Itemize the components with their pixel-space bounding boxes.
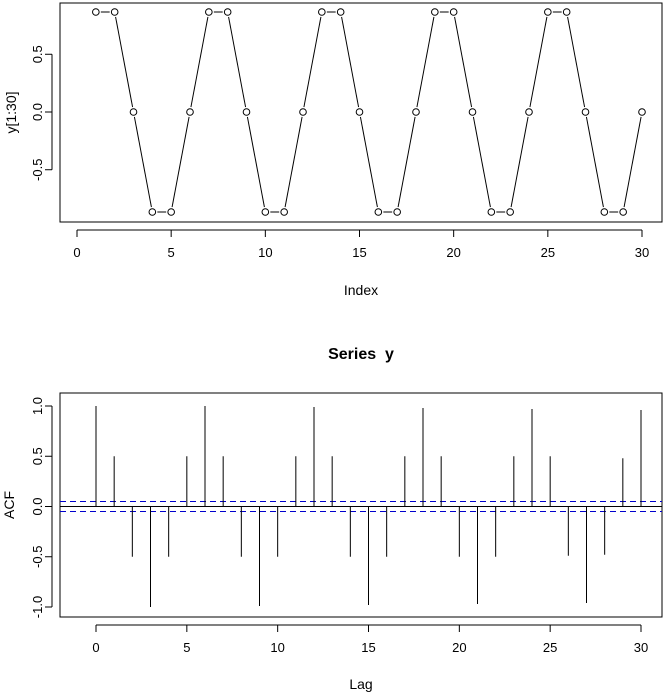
data-point bbox=[261, 208, 270, 216]
x-axis-label-bottom: Lag bbox=[349, 676, 372, 692]
y-axis-top: -0.5 0.0 0.5 bbox=[30, 45, 53, 181]
x-tick-label-bottom: 10 bbox=[270, 640, 284, 655]
x-tick-label-bottom: 0 bbox=[92, 640, 99, 655]
x-tick-label-top: 25 bbox=[541, 245, 555, 260]
x-axis-top: 0 5 10 15 20 25 30 bbox=[73, 229, 649, 260]
data-point bbox=[487, 208, 496, 216]
data-point bbox=[92, 8, 100, 16]
series-segment bbox=[472, 116, 491, 208]
x-tick-label-top: 20 bbox=[446, 245, 460, 260]
acf-spikes bbox=[95, 406, 642, 607]
data-point bbox=[544, 8, 552, 16]
data-point bbox=[336, 8, 345, 16]
data-point bbox=[506, 208, 514, 216]
data-point bbox=[355, 108, 364, 116]
series-segment bbox=[567, 16, 586, 108]
plot-frame-top bbox=[59, 2, 663, 223]
y-axis-bottom: -1.0 -0.5 0.0 0.5 1.0 bbox=[30, 397, 53, 618]
x-tick-label-top: 15 bbox=[352, 245, 366, 260]
series-segment bbox=[171, 116, 190, 208]
series-segment bbox=[303, 16, 322, 108]
x-tick-label-top: 30 bbox=[635, 245, 649, 260]
series-segment bbox=[284, 116, 303, 208]
acf-plot: Series y 0 5 10 15 20 25 30 -1.0-0.50.00.51.0 … bbox=[1, 346, 663, 692]
data-point bbox=[468, 108, 477, 116]
data-point bbox=[581, 108, 590, 116]
series-segment bbox=[341, 16, 360, 108]
data-point bbox=[280, 208, 288, 216]
data-point bbox=[205, 8, 213, 16]
series-segment bbox=[397, 116, 416, 208]
y-axis-label-bottom: ACF bbox=[1, 491, 17, 519]
series-segment bbox=[133, 116, 152, 208]
series-segment bbox=[510, 116, 529, 208]
data-point bbox=[638, 108, 646, 116]
x-tick-label-top: 0 bbox=[73, 245, 80, 260]
x-tick-label-bottom: 15 bbox=[361, 640, 375, 655]
series-segment bbox=[454, 16, 473, 108]
data-point bbox=[619, 208, 627, 216]
series-segment bbox=[228, 16, 247, 108]
data-point bbox=[412, 108, 420, 116]
y-tick-label-bottom: 0.5 bbox=[30, 447, 45, 465]
series-line bbox=[100, 11, 642, 213]
series-segment bbox=[115, 16, 134, 108]
x-tick-label-bottom: 20 bbox=[452, 640, 466, 655]
y-tick-label-top: -0.5 bbox=[30, 159, 45, 181]
data-point bbox=[110, 8, 119, 16]
data-point bbox=[431, 8, 439, 16]
data-point bbox=[299, 108, 307, 116]
data-point bbox=[374, 208, 383, 216]
data-point bbox=[242, 108, 251, 116]
y-tick-label-bottom: 0.0 bbox=[30, 497, 45, 515]
y-tick-label-bottom: -0.5 bbox=[30, 546, 45, 568]
series-segment bbox=[623, 116, 642, 208]
x-tick-label-top: 10 bbox=[258, 245, 272, 260]
data-point bbox=[148, 208, 157, 216]
data-point bbox=[449, 8, 458, 16]
series-segment bbox=[585, 116, 604, 208]
data-point bbox=[600, 208, 609, 216]
data-point bbox=[562, 8, 571, 16]
x-tick-label-bottom: 25 bbox=[543, 640, 557, 655]
series-segment bbox=[190, 16, 209, 108]
data-point bbox=[393, 208, 401, 216]
data-point bbox=[167, 208, 175, 216]
y-tick-label-bottom: 1.0 bbox=[30, 397, 45, 415]
x-tick-label-top: 5 bbox=[168, 245, 175, 260]
series-segment bbox=[529, 16, 548, 108]
chart-title-acf: Series y bbox=[328, 346, 394, 363]
x-tick-label-bottom: 5 bbox=[183, 640, 190, 655]
confidence-bands bbox=[60, 500, 662, 513]
x-tick-label-bottom: 30 bbox=[634, 640, 648, 655]
series-segment bbox=[246, 116, 265, 208]
y-tick-label-top: 0.0 bbox=[30, 103, 45, 121]
data-point bbox=[223, 8, 232, 16]
plot-frame-bottom bbox=[59, 392, 663, 618]
y-axis-label-top: y[1:30] bbox=[3, 91, 19, 133]
series-segment bbox=[416, 16, 435, 108]
data-point bbox=[525, 108, 533, 116]
data-point bbox=[318, 8, 326, 16]
x-axis-bottom: 0 5 10 15 20 25 30 bbox=[92, 624, 648, 655]
series-points bbox=[92, 8, 646, 216]
x-axis-label-top: Index bbox=[344, 282, 378, 298]
series-segment bbox=[359, 116, 378, 208]
y-tick-label-top: 0.5 bbox=[30, 45, 45, 63]
y-tick-label-bottom: -1.0 bbox=[30, 596, 45, 618]
data-point bbox=[129, 108, 138, 116]
time-series-plot: 0 5 10 15 20 25 30 -0.5 0.0 0.5 Index y[1:30] bbox=[3, 2, 663, 298]
data-point bbox=[186, 108, 194, 116]
